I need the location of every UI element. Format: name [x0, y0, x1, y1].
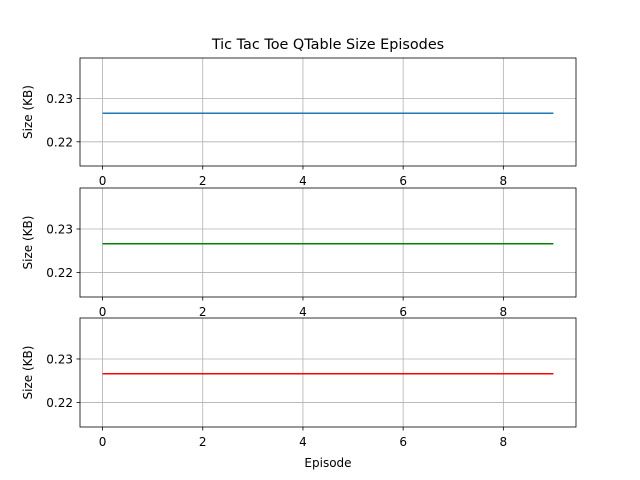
x-tick-label: 2 — [199, 174, 207, 188]
subplot-2: 0 2 4 6 8 0.22 0.23 Size (KB) — [21, 187, 577, 319]
y-tick-label: 0.23 — [46, 352, 73, 366]
chart-title: Tic Tac Toe QTable Size Episodes — [211, 37, 444, 53]
x-tick-label: 2 — [199, 435, 207, 449]
subplot-1: 0 2 4 6 8 0.22 0.23 Size (KB) — [21, 57, 577, 188]
x-tick-label: 4 — [299, 435, 307, 449]
x-tick-label: 4 — [299, 305, 307, 319]
y-tick-label: 0.22 — [46, 135, 73, 149]
y-tick-label: 0.22 — [46, 396, 73, 410]
x-tick-label: 8 — [500, 435, 508, 449]
y-tick-label: 0.23 — [46, 92, 73, 106]
x-tick-label: 4 — [299, 174, 307, 188]
x-tick-label: 2 — [199, 305, 207, 319]
x-tick-label: 6 — [399, 435, 407, 449]
x-tick-label: 6 — [399, 305, 407, 319]
x-tick-label: 0 — [99, 174, 107, 188]
x-tick-label: 0 — [99, 435, 107, 449]
x-tick-label: 0 — [99, 305, 107, 319]
x-tick-label: 6 — [399, 174, 407, 188]
y-tick-label: 0.22 — [46, 266, 73, 280]
y-axis-label: Size (KB) — [21, 346, 35, 400]
x-tick-label: 8 — [500, 174, 508, 188]
subplots: 0 2 4 6 8 0.22 0.23 Size (KB) 0 2 4 6 8 0.22 0.23 Size … — [21, 57, 577, 449]
plot-frame — [79, 317, 577, 428]
y-axis-label: Size (KB) — [21, 216, 35, 270]
plot-frame — [79, 187, 577, 298]
y-axis-label: Size (KB) — [21, 85, 35, 139]
plot-frame — [79, 57, 577, 167]
x-tick-label: 8 — [500, 305, 508, 319]
x-axis-label: Episode — [304, 456, 351, 470]
y-tick-label: 0.23 — [46, 222, 73, 236]
subplot-3: 0 2 4 6 8 0.22 0.23 Size (KB) — [21, 317, 577, 449]
